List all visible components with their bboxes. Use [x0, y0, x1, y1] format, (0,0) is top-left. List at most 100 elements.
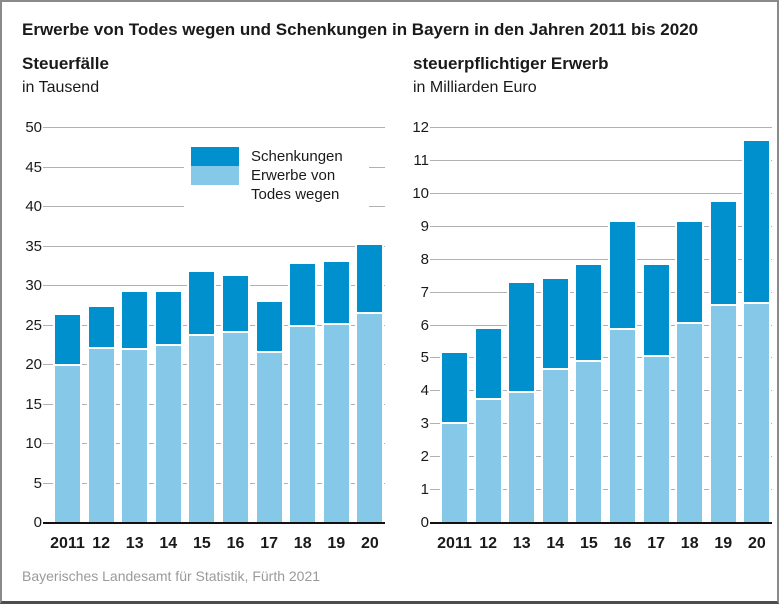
erwerbe-segment: [507, 392, 537, 523]
schenkungen-swatch: [191, 147, 239, 166]
schenkungen-segment: [53, 315, 82, 366]
schenkungen-segment: [675, 221, 705, 324]
bar-2013: [120, 292, 150, 523]
gridline: [430, 192, 772, 194]
bar-2017: [641, 264, 671, 523]
x-axis-label: 12: [92, 535, 110, 552]
erwerbe-segment: [641, 356, 671, 523]
source-note: Bayerisches Landesamt für Statistik, Für…: [22, 568, 321, 584]
schenkungen-segment: [540, 279, 570, 370]
y-axis-label: 3: [420, 415, 429, 433]
erwerbe-segment: [675, 323, 705, 523]
left-chart-header: Steuerfälle in Tausend: [22, 54, 109, 97]
schenkungen-segment: [120, 292, 150, 350]
schenkungen-segment: [288, 263, 318, 328]
left-chart-plot: 0 5 10 15 20 25 30 35 40 45 50 2011 12 13 14 15 16 17 18 19…: [25, 119, 385, 552]
chart-legend: Schenkungen Erwerbe von Todes wegen: [184, 140, 369, 211]
right-chart-unit-label: in Milliarden Euro: [413, 79, 537, 96]
y-axis-label: 35: [25, 237, 42, 255]
erwerbe-segment: [708, 305, 738, 523]
y-axis-label: 12: [412, 119, 429, 136]
y-axis-label: 25: [25, 316, 42, 334]
y-axis-label: 2: [420, 448, 429, 466]
x-axis-label: 19: [714, 535, 733, 552]
gridline: [430, 127, 772, 128]
bar-2018: [288, 263, 318, 523]
y-axis-label: 10: [412, 184, 429, 202]
y-axis-label: 45: [25, 158, 42, 176]
y-axis-label: 7: [420, 283, 429, 301]
y-axis-label: 5: [420, 349, 429, 367]
y-axis-label: 40: [25, 198, 42, 215]
y-axis-label: 0: [420, 514, 429, 531]
left-chart-title: Steuerfälle: [22, 54, 109, 73]
erwerbe-segment: [742, 304, 772, 523]
y-axis-label: 20: [25, 356, 42, 373]
x-axis-label: 12: [479, 535, 497, 552]
schenkungen-segment: [742, 141, 772, 305]
x-axis-label: 2011: [437, 535, 472, 552]
erwerbe-segment: [355, 313, 385, 523]
schenkungen-segment: [440, 353, 469, 425]
y-axis-label: 11: [413, 151, 429, 169]
bar-2015: [574, 264, 604, 523]
x-axis-label: 14: [159, 535, 178, 552]
bar-2015: [187, 271, 217, 523]
schenkungen-segment: [574, 264, 604, 362]
bar-2020: [355, 244, 385, 523]
x-axis-line: [430, 522, 772, 524]
y-axis-label: 15: [25, 395, 42, 413]
bar-2018: [675, 221, 705, 523]
schenkungen-segment: [254, 301, 284, 354]
erwerbe-segment: [221, 332, 250, 523]
right-chart-header: steuerpflichtiger Erwerb in Milliarden E…: [413, 54, 609, 97]
bar-2014: [153, 291, 183, 523]
y-axis-label: 0: [33, 514, 42, 531]
bar-2012: [86, 306, 116, 523]
y-axis-label: 10: [25, 435, 42, 452]
x-axis-label: 13: [512, 535, 531, 552]
bar-2019: [321, 261, 351, 523]
x-axis-label: 15: [192, 535, 211, 552]
erwerbe-segment: [574, 361, 604, 523]
bar-2012: [473, 328, 503, 523]
gridline: [430, 258, 772, 260]
erwerbe-segment: [120, 350, 150, 523]
gridline: [43, 245, 385, 247]
erwerbe-segment: [473, 399, 503, 523]
y-axis-label: 8: [420, 250, 429, 268]
y-axis-label: 9: [420, 217, 429, 235]
x-axis-line: [43, 522, 385, 524]
bar-2017: [254, 301, 284, 523]
figure-title: Erwerbe von Todes wegen und Schenkungen …: [22, 20, 699, 39]
y-axis-label: 6: [420, 316, 429, 334]
erwerbe-segment: [53, 365, 82, 523]
erwerbe-segment: [540, 369, 570, 523]
left-chart-unit-label: in Tausend: [22, 79, 100, 96]
bar-2019: [708, 202, 738, 523]
schenkungen-segment: [641, 264, 671, 357]
y-axis-label: 1: [420, 481, 429, 499]
x-axis-label: 17: [647, 535, 665, 552]
right-chart-title: steuerpflichtiger Erwerb: [413, 54, 609, 73]
legend-label-erwerbe: Erwerbe von Todes wegen: [251, 167, 340, 203]
gridline: [430, 225, 772, 227]
schenkungen-segment: [187, 271, 217, 336]
schenkungen-segment: [708, 202, 738, 306]
x-axis-label: 18: [293, 535, 312, 552]
x-axis-label: 17: [260, 535, 278, 552]
x-axis-label: 20: [747, 535, 766, 552]
x-axis-label: 15: [579, 535, 598, 552]
schenkungen-segment: [153, 291, 183, 347]
y-axis-label: 30: [25, 277, 42, 294]
x-axis-label: 16: [613, 535, 632, 552]
x-axis-label: 18: [680, 535, 699, 552]
schenkungen-segment: [473, 328, 503, 400]
schenkungen-segment: [507, 282, 537, 393]
x-axis-label: 14: [546, 535, 565, 552]
y-axis-label: 5: [33, 474, 42, 492]
schenkungen-segment: [86, 306, 116, 350]
erwerbe-segment: [187, 335, 217, 523]
schenkungen-segment: [355, 244, 385, 314]
